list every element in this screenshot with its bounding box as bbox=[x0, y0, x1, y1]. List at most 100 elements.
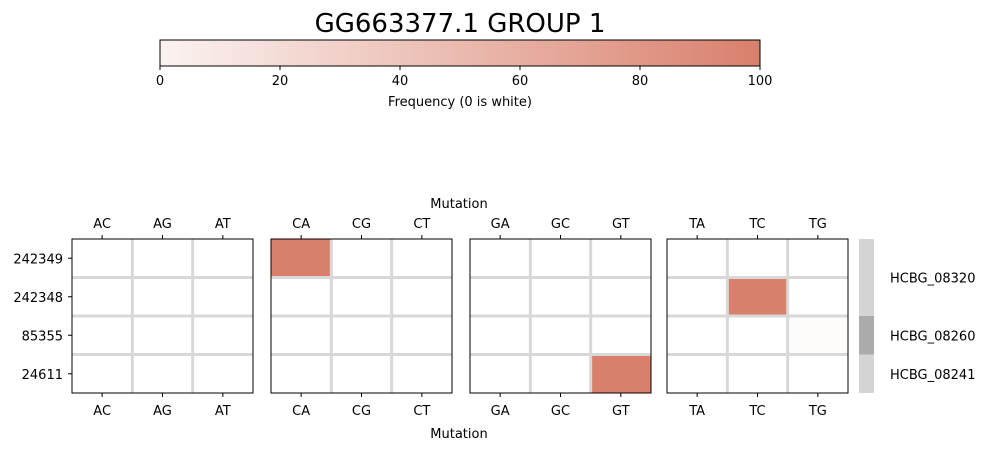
heatmap-cell bbox=[530, 354, 591, 393]
column-label-bottom: AG bbox=[153, 404, 172, 419]
heatmap-cell bbox=[72, 354, 133, 393]
heatmap-cell bbox=[72, 316, 133, 355]
heatmap-cell bbox=[470, 354, 531, 393]
row-label: 24611 bbox=[22, 368, 63, 383]
column-label-top: AT bbox=[215, 217, 231, 232]
heatmap-panels: ACACAGAGATATCACACGCGCTCTGAGAGCGCGTGTTATA… bbox=[71, 217, 849, 419]
colorbar-tick-label: 100 bbox=[748, 74, 773, 89]
heatmap-panel: TA TA TC TC TG TG bbox=[666, 217, 849, 419]
column-label-bottom: AC bbox=[93, 404, 111, 419]
heatmap-cell bbox=[391, 316, 452, 355]
heatmap-cell bbox=[271, 316, 332, 355]
heatmap-panel: GA GA GC GC GT GT bbox=[469, 217, 652, 419]
colorbar-label: Frequency (0 is white) bbox=[388, 95, 532, 110]
heatmap-cell bbox=[132, 354, 193, 393]
row-label: 242348 bbox=[13, 291, 63, 306]
heatmap-cell bbox=[331, 277, 392, 316]
heatmap-cell bbox=[72, 277, 133, 316]
heatmap-cell bbox=[530, 239, 591, 278]
heatmap-cell bbox=[667, 277, 728, 316]
chart-title: GG663377.1 GROUP 1 bbox=[315, 9, 606, 39]
heatmap-cell bbox=[470, 277, 531, 316]
column-label-top: GC bbox=[551, 217, 570, 232]
column-label-top: AG bbox=[153, 217, 172, 232]
heatmap-cell bbox=[132, 277, 193, 316]
heatmap-cell bbox=[331, 239, 392, 278]
heatmap-cell bbox=[470, 316, 531, 355]
heatmap-cell bbox=[667, 239, 728, 278]
x-axis-label-bottom: Mutation bbox=[430, 427, 487, 442]
heatmap-cell bbox=[331, 354, 392, 393]
column-label-bottom: GA bbox=[491, 404, 510, 419]
heatmap-cell bbox=[727, 277, 788, 316]
heatmap-cell bbox=[271, 277, 332, 316]
heatmap-cell bbox=[331, 316, 392, 355]
heatmap-cell bbox=[271, 354, 332, 393]
gene-annotation-block bbox=[859, 316, 874, 355]
column-label-bottom: GC bbox=[551, 404, 570, 419]
heatmap-cell bbox=[391, 277, 452, 316]
heatmap-cell bbox=[787, 277, 848, 316]
column-label-bottom: AT bbox=[215, 404, 231, 419]
colorbar-tick-label: 0 bbox=[156, 74, 164, 89]
column-label-bottom: CA bbox=[292, 404, 310, 419]
row-label: 85355 bbox=[22, 329, 63, 344]
gene-annotation-bar: HCBG_08320 HCBG_08260 HCBG_08241 bbox=[859, 239, 975, 393]
heatmap-cell bbox=[590, 354, 651, 393]
heatmap-cell bbox=[590, 239, 651, 278]
row-labels: 242349 242348 85355 24611 bbox=[13, 252, 72, 383]
heatmap-cell bbox=[727, 239, 788, 278]
heatmap-cell bbox=[132, 316, 193, 355]
heatmap-cell bbox=[391, 239, 452, 278]
gene-annotation-block bbox=[859, 354, 874, 393]
column-label-bottom: TC bbox=[748, 404, 765, 419]
column-label-top: TG bbox=[808, 217, 827, 232]
heatmap-cell bbox=[192, 316, 253, 355]
heatmap-cell bbox=[590, 277, 651, 316]
gene-annotation-label: HCBG_08241 bbox=[890, 368, 975, 383]
heatmap-panel: CA CA CG CG CT CT bbox=[270, 217, 453, 419]
heatmap-panel: AC AC AG AG AT AT bbox=[71, 217, 254, 419]
x-axis-label-top: Mutation bbox=[430, 197, 487, 212]
heatmap-cell bbox=[192, 277, 253, 316]
heatmap-cell bbox=[132, 239, 193, 278]
colorbar-gradient bbox=[159, 39, 761, 67]
colorbar: 0 20 40 60 80 100 bbox=[156, 39, 773, 89]
heatmap-cell bbox=[470, 239, 531, 278]
heatmap-cell bbox=[530, 316, 591, 355]
colorbar-tick-label: 60 bbox=[512, 74, 529, 89]
column-label-top: CG bbox=[352, 217, 371, 232]
heatmap-cell bbox=[727, 354, 788, 393]
heatmap-cell bbox=[530, 277, 591, 316]
column-label-bottom: CT bbox=[413, 404, 430, 419]
heatmap-cell bbox=[667, 354, 728, 393]
column-label-top: GA bbox=[491, 217, 510, 232]
column-label-bottom: TG bbox=[808, 404, 827, 419]
heatmap-cell bbox=[590, 316, 651, 355]
gene-annotation-label: HCBG_08260 bbox=[890, 329, 975, 344]
colorbar-tick-label: 40 bbox=[392, 74, 409, 89]
heatmap-cell bbox=[727, 316, 788, 355]
heatmap-cell bbox=[72, 239, 133, 278]
heatmap-cell bbox=[192, 239, 253, 278]
column-label-top: GT bbox=[612, 217, 630, 232]
column-label-top: CT bbox=[413, 217, 430, 232]
column-label-bottom: CG bbox=[352, 404, 371, 419]
heatmap-cell bbox=[391, 354, 452, 393]
column-label-top: TC bbox=[748, 217, 765, 232]
row-label: 242349 bbox=[13, 252, 63, 267]
column-label-top: TA bbox=[688, 217, 705, 232]
heatmap-cell bbox=[667, 316, 728, 355]
heatmap-cell bbox=[271, 239, 332, 278]
heatmap-cell bbox=[192, 354, 253, 393]
heatmap-cell bbox=[787, 354, 848, 393]
gene-annotation-label: HCBG_08320 bbox=[890, 272, 975, 287]
column-label-top: CA bbox=[292, 217, 310, 232]
column-label-bottom: TA bbox=[688, 404, 705, 419]
colorbar-tick-label: 80 bbox=[632, 74, 649, 89]
colorbar-tick-label: 20 bbox=[272, 74, 289, 89]
column-label-top: AC bbox=[93, 217, 111, 232]
gene-annotation-block bbox=[859, 239, 874, 316]
heatmap-cell bbox=[787, 316, 848, 355]
